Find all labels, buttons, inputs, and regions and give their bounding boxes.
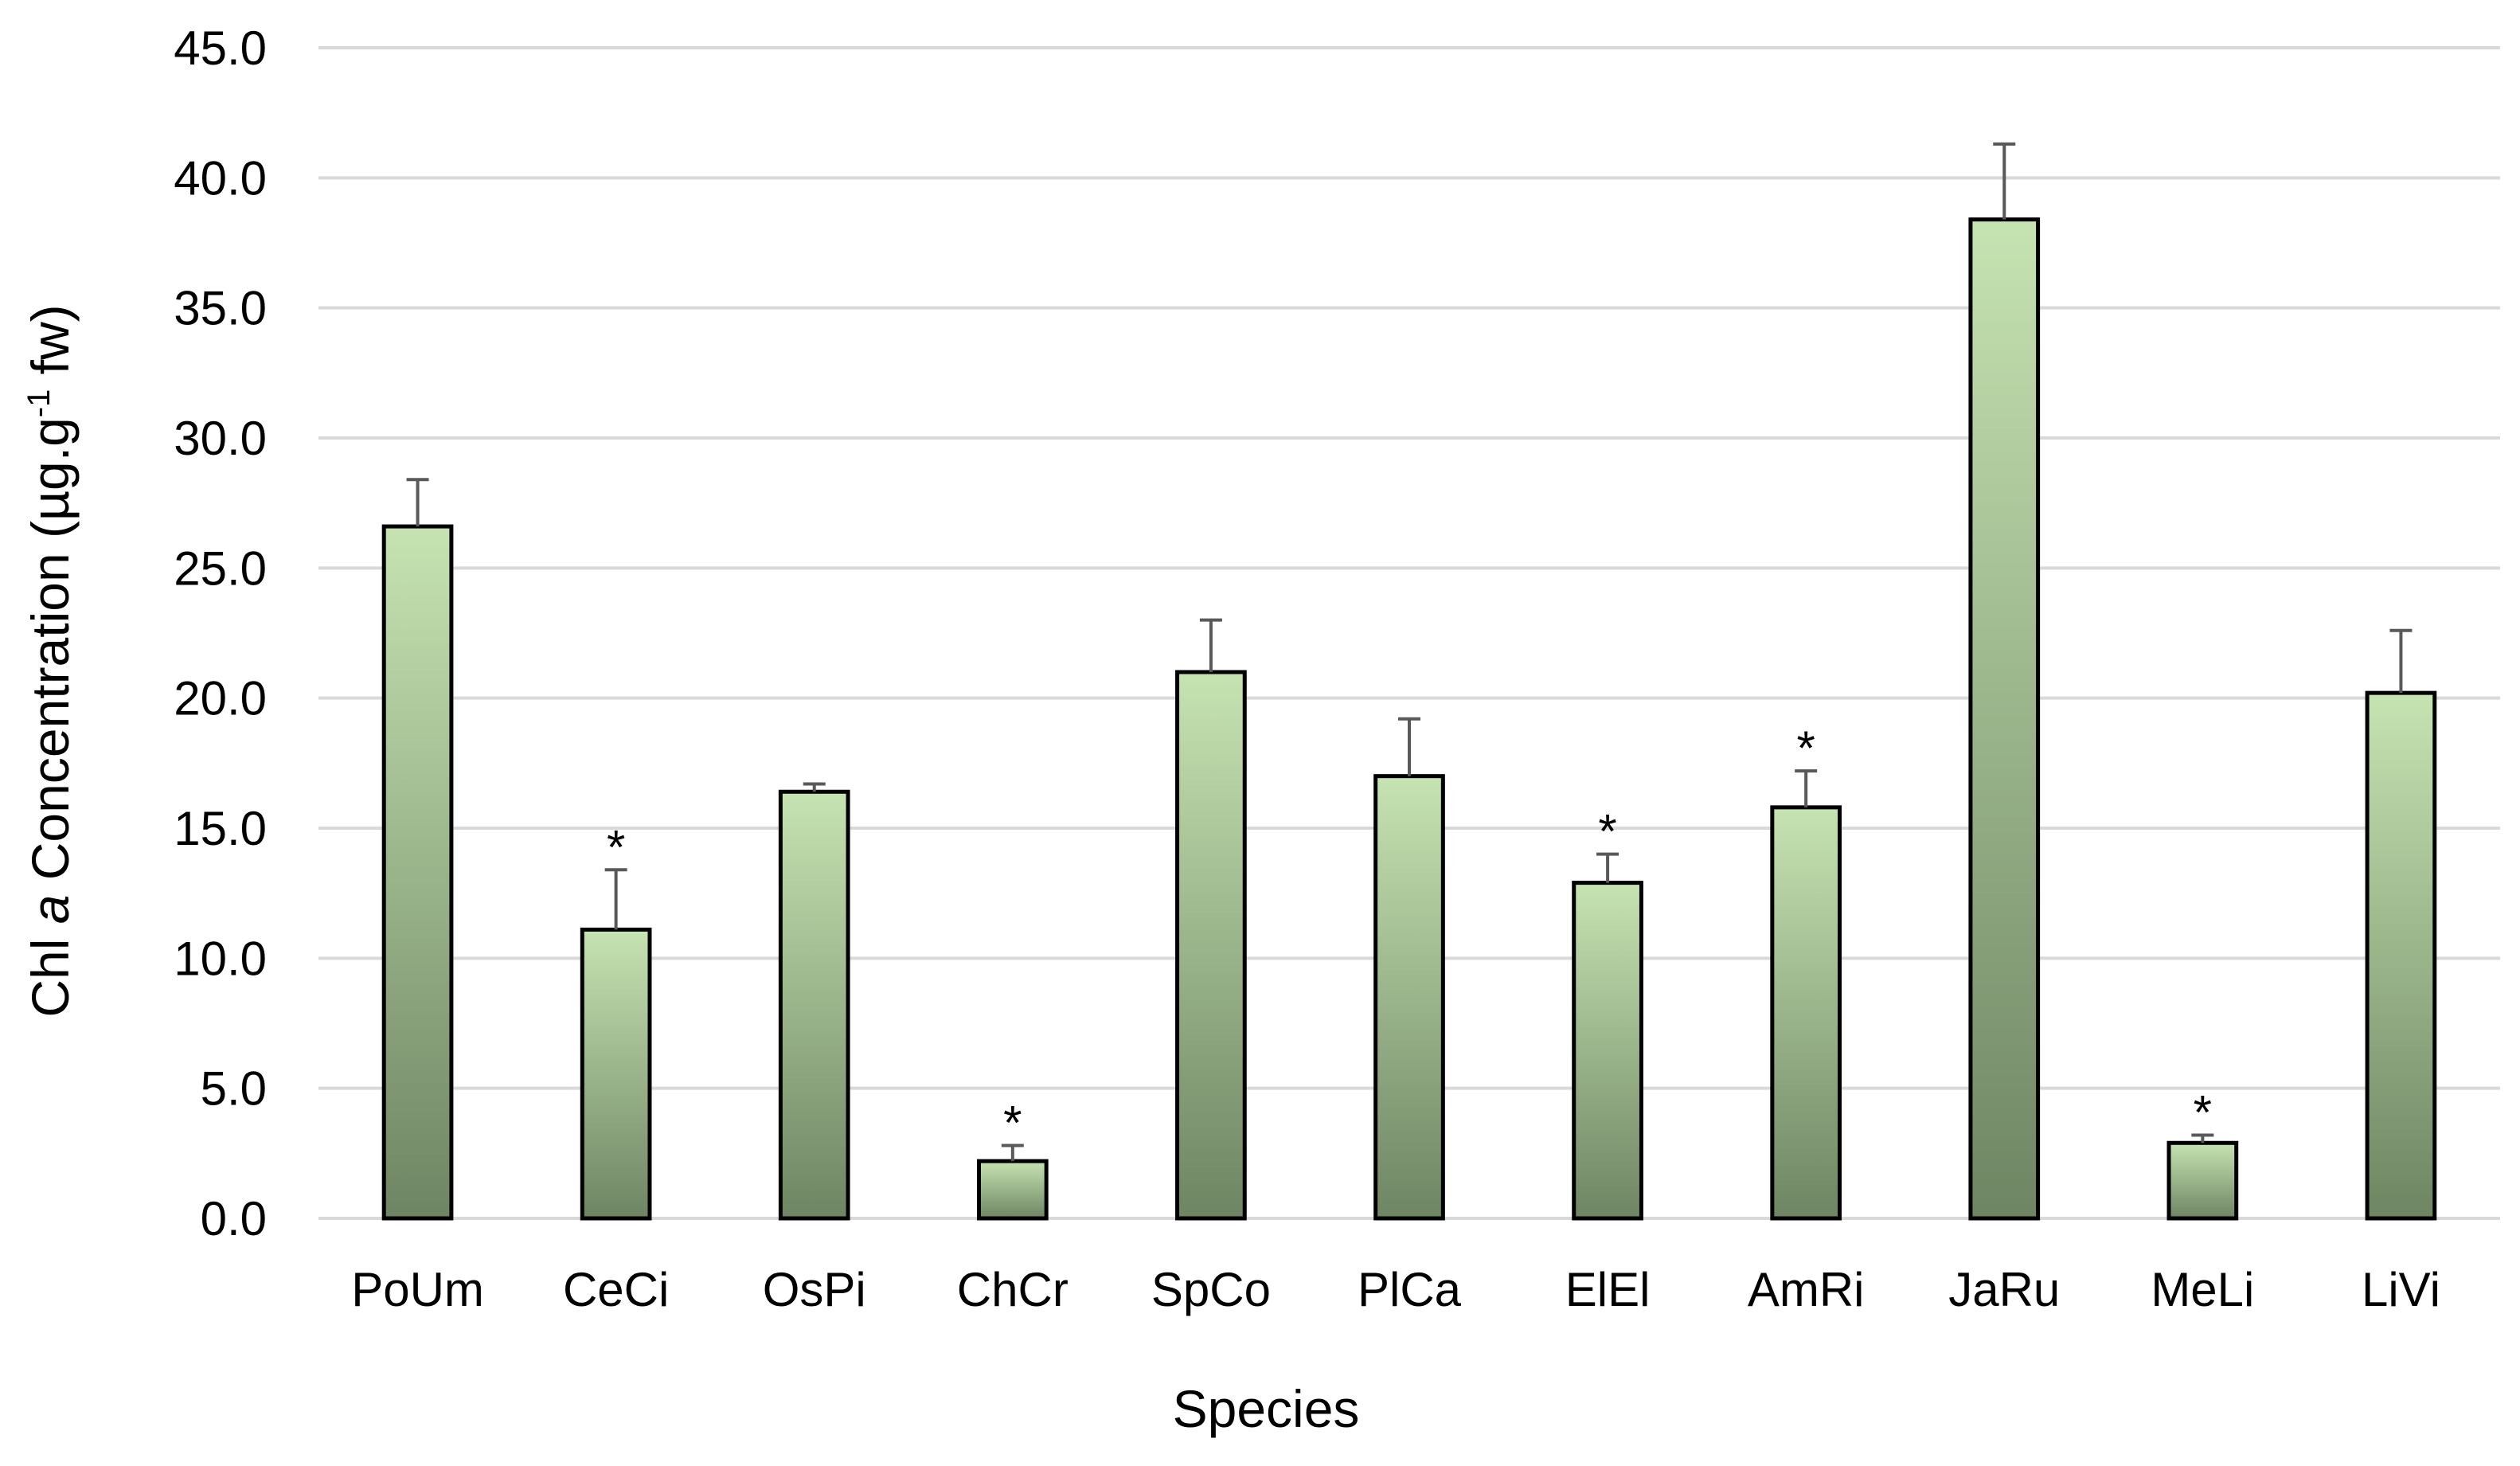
bar-spco xyxy=(1175,670,1247,1221)
x-tick-label-elel: ElEl xyxy=(1565,1263,1651,1316)
significance-star-ceci: * xyxy=(607,820,625,874)
y-tick-label: 0.0 xyxy=(201,1192,267,1245)
x-tick-label-spco: SpCo xyxy=(1151,1263,1271,1316)
error-bar-plca xyxy=(1398,717,1420,776)
significance-star-elel: * xyxy=(1598,805,1616,858)
error-bar-meli xyxy=(2191,1133,2214,1143)
error-bar-spco xyxy=(1199,618,1222,672)
y-tick-label: 30.0 xyxy=(174,412,267,465)
significance-markers: * * * * * xyxy=(607,721,2212,1149)
error-bar-ospi xyxy=(803,782,826,792)
y-axis-title: Chl a Concentration (µg.g-1 fw) xyxy=(21,304,80,1017)
bar-elel xyxy=(1572,881,1643,1221)
x-tick-label-ospi: OsPi xyxy=(763,1263,866,1316)
bar-ospi xyxy=(778,789,850,1221)
error-bar-elel xyxy=(1596,852,1619,883)
y-tick-label: 25.0 xyxy=(174,541,267,595)
x-tick-label-chcr: ChCr xyxy=(957,1263,1069,1316)
bar-meli xyxy=(2166,1140,2239,1221)
y-tick-label: 35.0 xyxy=(174,282,267,335)
error-bar-jaru xyxy=(1993,142,2016,220)
significance-star-amri: * xyxy=(1797,721,1815,775)
bar-ceci xyxy=(580,927,652,1221)
y-tick-label: 15.0 xyxy=(174,802,267,855)
y-tick-label: 45.0 xyxy=(174,22,267,75)
y-axis-tick-labels: 0.0 5.0 10.0 15.0 20.0 25.0 30.0 35.0 40.0 45.0 xyxy=(174,22,267,1245)
bar-jaru xyxy=(1968,217,2041,1221)
x-tick-label-plca: PlCa xyxy=(1358,1263,1462,1316)
y-tick-label: 40.0 xyxy=(174,151,267,205)
bars xyxy=(381,217,2437,1221)
error-bar-amri xyxy=(1795,769,1818,807)
x-tick-label-livi: LiVi xyxy=(2362,1263,2440,1316)
y-tick-label: 20.0 xyxy=(174,672,267,725)
significance-star-chcr: * xyxy=(1003,1097,1022,1150)
bar-chcr xyxy=(976,1159,1049,1221)
error-bars xyxy=(406,142,2413,1162)
bar-amri xyxy=(1770,805,1842,1221)
x-tick-label-poum: PoUm xyxy=(351,1263,484,1316)
x-tick-label-jaru: JaRu xyxy=(1948,1263,2060,1316)
error-bar-ceci xyxy=(604,868,627,930)
x-tick-label-amri: AmRi xyxy=(1748,1263,1865,1316)
y-tick-label: 5.0 xyxy=(201,1062,267,1116)
bar-plca xyxy=(1373,774,1445,1221)
significance-star-meli: * xyxy=(2194,1085,2212,1139)
gridlines xyxy=(318,46,2500,1220)
x-tick-label-ceci: CeCi xyxy=(563,1263,669,1316)
error-bar-livi xyxy=(2389,628,2413,694)
x-tick-label-meli: MeLi xyxy=(2151,1263,2254,1316)
x-axis-tick-labels: PoUm CeCi OsPi ChCr SpCo PlCa ElEl AmRi JaRu MeLi… xyxy=(351,1263,2440,1316)
bar-poum xyxy=(381,524,454,1221)
x-axis-title: Species xyxy=(1173,1379,1360,1438)
error-bar-poum xyxy=(406,478,429,527)
bar-livi xyxy=(2365,690,2437,1221)
error-bar-chcr xyxy=(1001,1143,1024,1162)
y-tick-label: 10.0 xyxy=(174,932,267,985)
